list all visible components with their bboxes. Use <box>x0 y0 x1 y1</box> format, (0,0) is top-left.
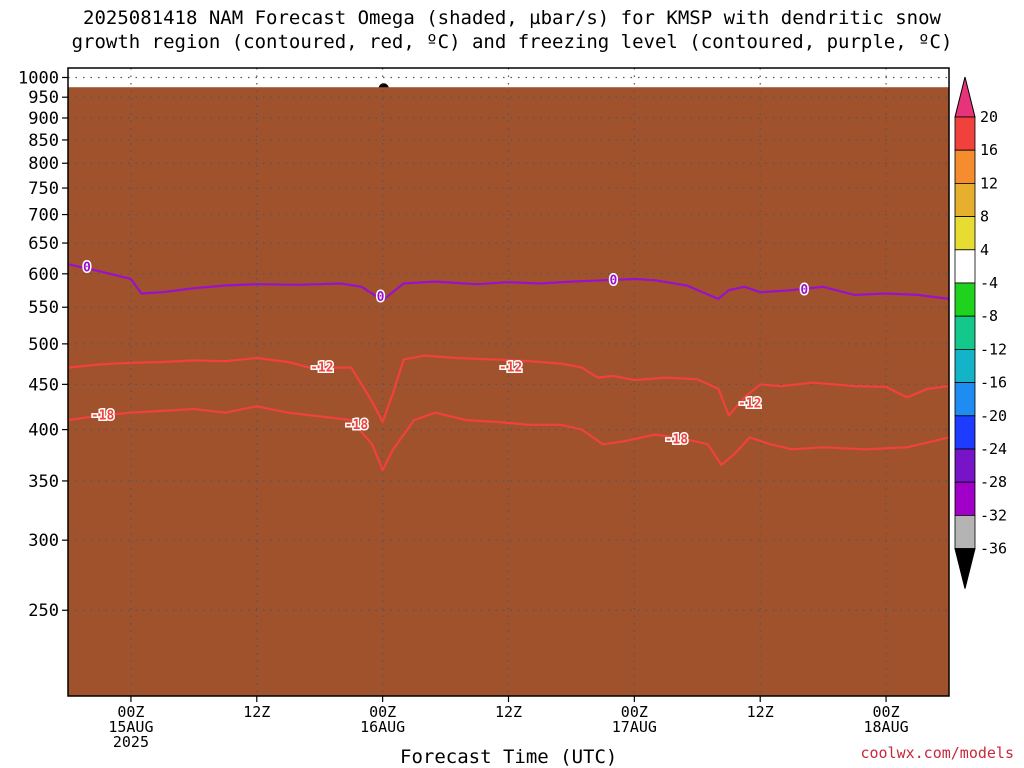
contour-label-5: -12 <box>738 397 761 412</box>
y-tick-label-700: 700 <box>28 206 59 226</box>
x-tick-label-6-2: 2025 <box>113 733 149 751</box>
colorbar-label-1: 16 <box>980 141 998 159</box>
y-tick-label-650: 650 <box>28 234 59 254</box>
colorbar-label-11: -28 <box>980 473 1007 491</box>
contour-label-0: -18 <box>91 408 115 423</box>
colorbar-label-13: -36 <box>980 540 1007 558</box>
x-axis-label: Forecast Time (UTC) <box>400 746 618 768</box>
credit-text: coolwx.com/models <box>860 744 1014 762</box>
x-tick-label-54-1: 17AUG <box>612 718 657 736</box>
colorbar-swatch-13 <box>954 515 976 550</box>
colorbar-swatch-9 <box>954 382 976 417</box>
contour-label-7: 0 <box>377 290 385 305</box>
x-tick-label-42-0: 12Z <box>495 703 522 721</box>
x-tick-label-66-0: 12Z <box>747 703 774 721</box>
colorbar-label-0: 20 <box>980 108 998 126</box>
colorbar-swatch-3 <box>954 182 976 217</box>
temperature-contours <box>68 263 949 472</box>
colorbar-swatch-1 <box>954 116 976 151</box>
colorbar-label-9: -20 <box>980 407 1007 425</box>
colorbar-swatch-7 <box>954 315 976 350</box>
y-tick-label-600: 600 <box>28 265 59 285</box>
y-tick-label-850: 850 <box>28 131 59 151</box>
colorbar-label-7: -12 <box>980 340 1007 358</box>
colorbar-label-3: 8 <box>980 208 989 226</box>
y-tick-label-750: 750 <box>28 179 59 199</box>
x-tick-label-30-0: 00Z <box>369 703 396 721</box>
contour-label-3: -12 <box>310 361 333 376</box>
colorbar-label-8: -16 <box>980 374 1007 392</box>
x-tick-label-54-0: 00Z <box>621 703 648 721</box>
colorbar-swatch-5 <box>954 249 976 284</box>
y-tick-label-300: 300 <box>28 531 59 551</box>
y-tick-label-550: 550 <box>28 298 59 318</box>
colorbar-label-5: -4 <box>980 274 998 292</box>
contour-label-4: -12 <box>499 361 522 376</box>
colorbar-label-6: -8 <box>980 307 998 325</box>
y-tick-label-950: 950 <box>28 88 59 108</box>
contour-label-2: -18 <box>665 432 689 447</box>
chart-title-line1: 2025081418 NAM Forecast Omega (shaded, µ… <box>83 7 941 29</box>
colorbar-swatch-2 <box>954 149 976 184</box>
colorbar-swatch-8 <box>954 348 976 383</box>
contour-line--12 <box>68 354 949 424</box>
contour-line--18 <box>68 405 949 472</box>
colorbar-swatch-11 <box>954 448 976 483</box>
x-tick-label-18-0: 12Z <box>243 703 270 721</box>
colorbar-label-2: 12 <box>980 174 998 192</box>
y-tick-label-350: 350 <box>28 472 59 492</box>
x-tick-label-78-0: 00Z <box>873 703 900 721</box>
y-tick-label-450: 450 <box>28 375 59 395</box>
colorbar-swatch-4 <box>954 216 976 251</box>
contour-label-9: 0 <box>800 283 808 298</box>
colorbar-label-4: 4 <box>980 241 989 259</box>
colorbar-swatch-10 <box>954 415 976 450</box>
colorbar-swatch-6 <box>954 282 976 317</box>
chart-title: 2025081418 NAM Forecast Omega (shaded, µ… <box>0 6 1024 54</box>
x-tick-label-78-1: 18AUG <box>863 718 908 736</box>
contour-label-6: 0 <box>83 260 91 275</box>
y-tick-label-800: 800 <box>28 154 59 174</box>
contour-label-8: 0 <box>609 273 617 288</box>
y-axis: 2503003504004505005506006507007508008509… <box>18 68 68 621</box>
y-tick-label-1000: 1000 <box>18 68 59 88</box>
colorbar-label-12: -32 <box>980 506 1007 524</box>
colorbar: 20 16 12 8 4 -4 -8 -12 -16 -20 -24 -28 -32 -36 <box>954 76 1007 589</box>
colorbar-bottom-arrow <box>954 548 976 589</box>
contour-labels: -18 -18 -18 -12 -12 -12 0 0 0 0 <box>81 259 809 449</box>
y-tick-label-900: 900 <box>28 109 59 129</box>
colorbar-top-arrow <box>954 76 976 118</box>
y-tick-label-400: 400 <box>28 421 59 441</box>
x-tick-label-6-1: 15AUG <box>108 718 153 736</box>
x-tick-label-30-1: 16AUG <box>360 718 405 736</box>
y-tick-label-250: 250 <box>28 601 59 621</box>
contour-line-0 <box>68 263 949 302</box>
colorbar-label-10: -24 <box>980 440 1007 458</box>
chart-title-line2: growth region (contoured, red, ºC) and f… <box>71 31 953 53</box>
contour-label-1: -18 <box>345 418 369 433</box>
colorbar-swatch-12 <box>954 481 976 516</box>
y-tick-label-500: 500 <box>28 335 59 355</box>
x-tick-label-6-0: 00Z <box>117 703 144 721</box>
